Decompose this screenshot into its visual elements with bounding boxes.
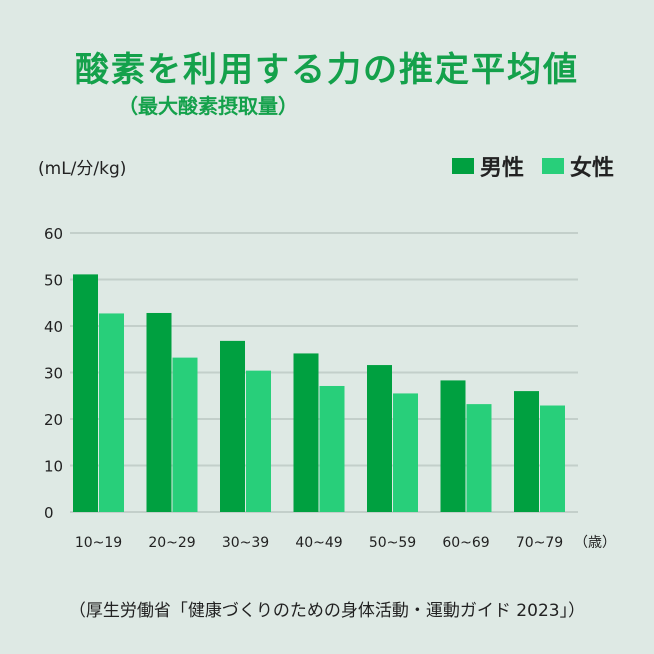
bar-male (73, 274, 98, 512)
bar-female (99, 313, 124, 512)
legend-label-male: 男性 (479, 156, 524, 181)
bar-female (466, 404, 492, 512)
bar-female (246, 370, 271, 512)
legend-item-male: 男性 (451, 150, 524, 182)
bar-female (172, 357, 198, 512)
x-tick-label: 60~69 (442, 535, 489, 551)
x-tick-label: 20~29 (148, 535, 195, 551)
legend-label-female: 女性 (569, 156, 614, 181)
source-note: （厚生労働省「健康づくりのための身体活動・運動ガイド 2023」） (68, 601, 586, 621)
x-tick-label: 10~19 (75, 535, 122, 551)
bar-male (146, 312, 172, 512)
y-tick-label: 50 (44, 272, 63, 290)
bar-male (367, 365, 392, 512)
legend-swatch-female (541, 158, 564, 174)
x-tick-label: 40~49 (295, 535, 342, 551)
bar-female (393, 393, 418, 512)
y-tick-label: 40 (44, 318, 63, 336)
y-tick-label: 60 (44, 225, 63, 243)
bar-male (220, 340, 245, 512)
x-tick-label: 30~39 (222, 535, 269, 551)
y-tick-label: 30 (44, 365, 63, 383)
x-tick-label: 50~59 (369, 535, 416, 551)
bar-male (440, 380, 466, 512)
chart-title: 酸素を利用する力の推定平均値 (75, 50, 579, 90)
bar-male (514, 391, 539, 512)
legend-swatch-male (451, 158, 474, 174)
bar-female (319, 385, 345, 512)
y-axis-unit: (mL/分/kg) (38, 159, 127, 179)
legend-item-female: 女性 (541, 150, 614, 182)
bar-female (540, 405, 565, 512)
y-tick-label: 0 (44, 504, 54, 522)
chart-subtitle: （最大酸素摂取量） (118, 94, 298, 118)
x-tick-label: 70~79 (516, 535, 563, 551)
y-tick-label: 10 (44, 458, 63, 476)
y-tick-label: 20 (44, 411, 63, 429)
bar-male (293, 353, 319, 512)
legend: 男性 女性 (451, 150, 614, 182)
x-axis-unit: （歳） (574, 535, 616, 551)
